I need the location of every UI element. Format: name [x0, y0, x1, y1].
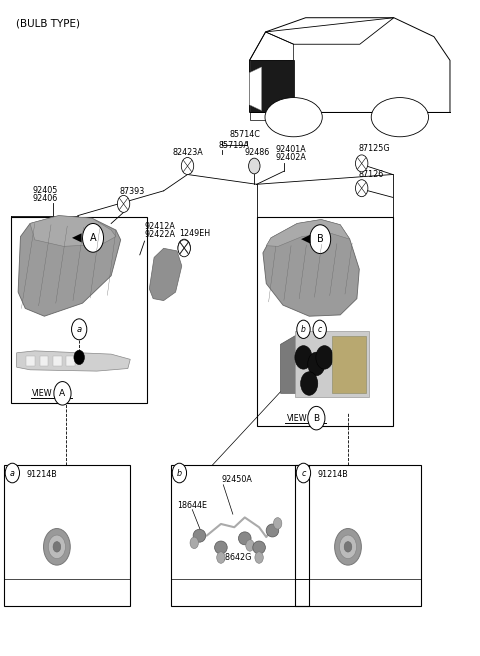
Bar — [171, 465, 309, 605]
Text: VIEW: VIEW — [33, 389, 53, 398]
Circle shape — [178, 240, 191, 256]
Text: b: b — [177, 468, 182, 478]
Text: 87393: 87393 — [120, 187, 145, 196]
Circle shape — [246, 540, 254, 551]
Circle shape — [313, 320, 326, 338]
Circle shape — [216, 552, 225, 564]
Circle shape — [274, 518, 282, 529]
Text: VIEW: VIEW — [287, 414, 307, 422]
Circle shape — [74, 350, 84, 365]
Circle shape — [297, 320, 310, 338]
Bar — [53, 356, 61, 366]
Circle shape — [53, 542, 60, 552]
Circle shape — [316, 346, 333, 369]
Polygon shape — [18, 216, 120, 316]
Text: c: c — [318, 325, 322, 334]
Circle shape — [44, 529, 70, 565]
Bar — [257, 217, 393, 426]
Text: 87126: 87126 — [359, 170, 384, 179]
Bar — [39, 356, 48, 366]
Text: 1249EH: 1249EH — [180, 229, 211, 238]
Text: 91214B: 91214B — [27, 470, 58, 480]
Text: 92450A: 92450A — [222, 475, 253, 484]
Bar — [11, 217, 147, 403]
Bar — [66, 356, 75, 366]
Circle shape — [295, 346, 312, 369]
Ellipse shape — [266, 524, 279, 537]
Polygon shape — [17, 351, 130, 371]
Polygon shape — [250, 67, 262, 111]
Text: 92486: 92486 — [245, 148, 270, 157]
Circle shape — [249, 158, 260, 174]
Text: b: b — [301, 325, 306, 334]
Circle shape — [308, 352, 325, 376]
Text: 85714C: 85714C — [229, 131, 260, 139]
Circle shape — [181, 157, 194, 174]
Circle shape — [48, 535, 65, 559]
Text: 18644E: 18644E — [177, 501, 207, 510]
Circle shape — [335, 529, 361, 565]
Circle shape — [308, 406, 325, 430]
Circle shape — [54, 382, 71, 405]
Text: a: a — [10, 468, 15, 478]
Ellipse shape — [193, 529, 206, 543]
Circle shape — [178, 239, 191, 256]
Text: A: A — [60, 389, 66, 398]
Text: B: B — [317, 234, 324, 244]
Bar — [295, 331, 369, 397]
Polygon shape — [30, 216, 116, 247]
Circle shape — [117, 195, 130, 213]
Circle shape — [339, 535, 357, 559]
Ellipse shape — [265, 98, 322, 136]
Circle shape — [296, 463, 311, 483]
Text: 91214B: 91214B — [318, 470, 348, 480]
Ellipse shape — [371, 98, 429, 136]
Bar — [4, 465, 130, 605]
Circle shape — [356, 155, 368, 172]
Circle shape — [172, 463, 187, 483]
Bar — [295, 465, 421, 605]
Circle shape — [83, 224, 104, 252]
Polygon shape — [149, 249, 182, 300]
Bar — [332, 336, 366, 394]
Polygon shape — [281, 335, 297, 394]
Circle shape — [190, 537, 198, 548]
Polygon shape — [263, 220, 360, 316]
Polygon shape — [266, 220, 350, 247]
Circle shape — [344, 542, 352, 552]
Text: a: a — [77, 325, 82, 334]
Text: 85719A: 85719A — [218, 140, 250, 150]
Ellipse shape — [253, 541, 265, 554]
Bar — [26, 356, 35, 366]
Circle shape — [72, 319, 87, 340]
Ellipse shape — [239, 532, 251, 544]
Text: 87125G: 87125G — [359, 144, 390, 153]
Text: 92405: 92405 — [33, 186, 58, 195]
Circle shape — [310, 225, 331, 253]
Text: 92422A: 92422A — [144, 230, 176, 239]
Text: 92401A: 92401A — [276, 145, 306, 154]
Polygon shape — [72, 234, 82, 243]
Text: 18642G: 18642G — [220, 554, 252, 562]
Polygon shape — [301, 235, 311, 244]
Text: (BULB TYPE): (BULB TYPE) — [16, 18, 80, 28]
Circle shape — [5, 463, 20, 483]
Text: 92412A: 92412A — [144, 222, 175, 232]
Polygon shape — [250, 60, 294, 112]
Text: B: B — [313, 414, 319, 422]
Text: 92402A: 92402A — [276, 153, 306, 162]
Text: c: c — [301, 468, 306, 478]
Ellipse shape — [215, 541, 227, 554]
Text: 92406: 92406 — [33, 194, 58, 203]
Text: 82423A: 82423A — [172, 148, 203, 157]
Circle shape — [356, 180, 368, 197]
Text: A: A — [90, 233, 96, 243]
Circle shape — [300, 372, 318, 396]
Circle shape — [255, 552, 264, 564]
